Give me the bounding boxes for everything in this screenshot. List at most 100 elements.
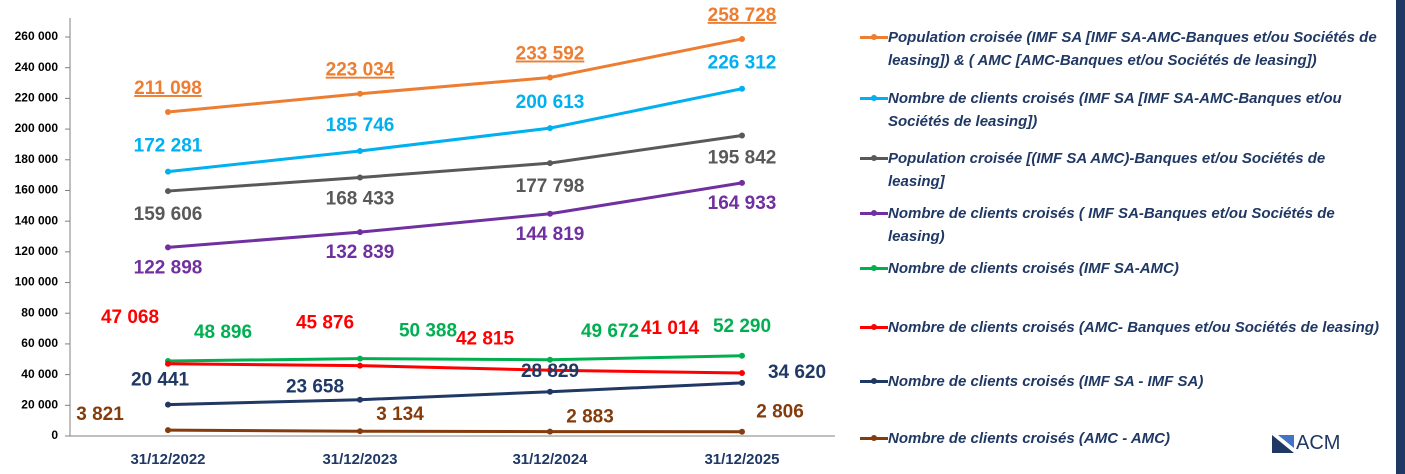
point xyxy=(165,188,171,195)
y-tick-label: 100 000 xyxy=(15,275,59,289)
point xyxy=(739,132,745,139)
series-line xyxy=(167,354,743,363)
y-tick-label: 80 000 xyxy=(21,305,58,319)
legend-item: Nombre de clients croisés ( IMF SA-Banqu… xyxy=(860,202,1380,248)
logo: ACM xyxy=(1272,432,1340,455)
data-label: 34 620 xyxy=(768,362,826,383)
y-tick-label: 260 000 xyxy=(15,29,59,43)
legend-label: Nombre de clients croisés (IMF SA-AMC) xyxy=(888,260,1179,277)
data-label: 132 839 xyxy=(326,242,395,263)
x-tick-label: 31/12/2025 xyxy=(704,451,779,468)
point xyxy=(547,125,553,132)
data-label: 28 829 xyxy=(521,361,579,382)
legend-swatch xyxy=(860,87,888,110)
legend-swatch xyxy=(860,147,888,170)
side-bar xyxy=(1396,0,1405,474)
point xyxy=(357,174,363,181)
point xyxy=(165,168,171,175)
data-label: 3 821 xyxy=(76,404,124,425)
point xyxy=(165,360,171,367)
data-label: 122 898 xyxy=(134,257,203,278)
legend-item: Population croisée (IMF SA [IMF SA-AMC-B… xyxy=(860,26,1380,72)
data-label: 200 613 xyxy=(516,92,585,113)
data-label: 47 068 xyxy=(101,307,159,328)
y-tick-label: 200 000 xyxy=(15,121,59,135)
point xyxy=(547,160,553,167)
point xyxy=(357,355,363,362)
point xyxy=(357,362,363,369)
y-tick-label: 0 xyxy=(51,428,58,442)
series-line xyxy=(167,37,743,114)
data-label: 159 606 xyxy=(134,204,203,225)
logo-text: ACM xyxy=(1296,432,1341,454)
series-line xyxy=(167,181,743,249)
legend-item: Nombre de clients croisés (IMF SA - IMF … xyxy=(860,370,1380,393)
x-tick-label: 31/12/2022 xyxy=(130,451,205,468)
y-tick-label: 20 000 xyxy=(21,397,58,411)
legend-label: Nombre de clients croisés (IMF SA [IMF S… xyxy=(888,90,1342,130)
point xyxy=(357,428,363,435)
legend-label: Population croisée (IMF SA [IMF SA-AMC-B… xyxy=(888,29,1377,69)
legend-swatch xyxy=(860,370,888,393)
data-label: 195 842 xyxy=(708,147,777,168)
data-label: 41 014 xyxy=(641,318,700,339)
point xyxy=(165,109,171,116)
series-line xyxy=(167,87,743,174)
point xyxy=(739,379,745,386)
data-label: 144 819 xyxy=(516,224,585,245)
x-tick-label: 31/12/2024 xyxy=(512,451,588,468)
data-label: 233 592 xyxy=(516,44,585,65)
y-tick-label: 220 000 xyxy=(15,91,59,105)
legend-label: Population croisée [(IMF SA AMC)-Banques… xyxy=(888,150,1326,190)
point xyxy=(739,179,745,186)
point xyxy=(165,427,171,434)
y-tick-label: 40 000 xyxy=(21,367,58,381)
data-label: 45 876 xyxy=(296,313,354,334)
series-line xyxy=(167,428,743,434)
point xyxy=(357,90,363,97)
x-tick-label: 31/12/2023 xyxy=(322,451,397,468)
series-line xyxy=(167,381,743,407)
point xyxy=(739,428,745,435)
legend-label: Nombre de clients croisés ( IMF SA-Banqu… xyxy=(888,205,1335,245)
point xyxy=(739,352,745,359)
point xyxy=(739,35,745,42)
point xyxy=(547,388,553,395)
data-label: 226 312 xyxy=(708,53,777,74)
data-label: 172 281 xyxy=(134,136,203,157)
data-label: 168 433 xyxy=(326,189,395,210)
data-label: 164 933 xyxy=(708,193,777,214)
y-tick-label: 60 000 xyxy=(21,336,58,350)
data-label: 23 658 xyxy=(286,377,344,398)
y-tick-label: 120 000 xyxy=(15,244,59,258)
legend-item: Nombre de clients croisés (IMF SA [IMF S… xyxy=(860,87,1380,133)
point xyxy=(547,74,553,81)
data-label: 42 815 xyxy=(456,328,515,349)
point xyxy=(165,244,171,251)
legend-swatch xyxy=(860,257,888,280)
legend-item: Nombre de clients croisés (AMC- Banques … xyxy=(860,316,1380,339)
legend-item: Population croisée [(IMF SA AMC)-Banques… xyxy=(860,147,1380,193)
legend-item: Nombre de clients croisés (AMC - AMC) xyxy=(860,427,1380,450)
data-label: 2 806 xyxy=(756,402,804,423)
data-label: 50 388 xyxy=(399,321,457,342)
data-label: 177 798 xyxy=(516,176,585,197)
point xyxy=(165,401,171,408)
data-label: 258 728 xyxy=(708,5,777,26)
y-tick-label: 140 000 xyxy=(15,213,59,227)
y-tick-label: 180 000 xyxy=(15,152,59,166)
series-line xyxy=(167,362,743,375)
data-label: 49 672 xyxy=(581,321,639,342)
legend-label: Nombre de clients croisés (AMC - AMC) xyxy=(888,430,1170,447)
point xyxy=(547,210,553,217)
data-label: 3 134 xyxy=(376,404,424,425)
legend-swatch xyxy=(860,26,888,49)
legend-label: Nombre de clients croisés (IMF SA - IMF … xyxy=(888,373,1204,390)
point xyxy=(547,356,553,363)
point xyxy=(357,396,363,403)
data-label: 185 746 xyxy=(326,115,395,136)
legend-swatch xyxy=(860,427,888,450)
point xyxy=(547,428,553,435)
logo-icon xyxy=(1272,434,1294,453)
y-tick-label: 160 000 xyxy=(15,183,59,197)
